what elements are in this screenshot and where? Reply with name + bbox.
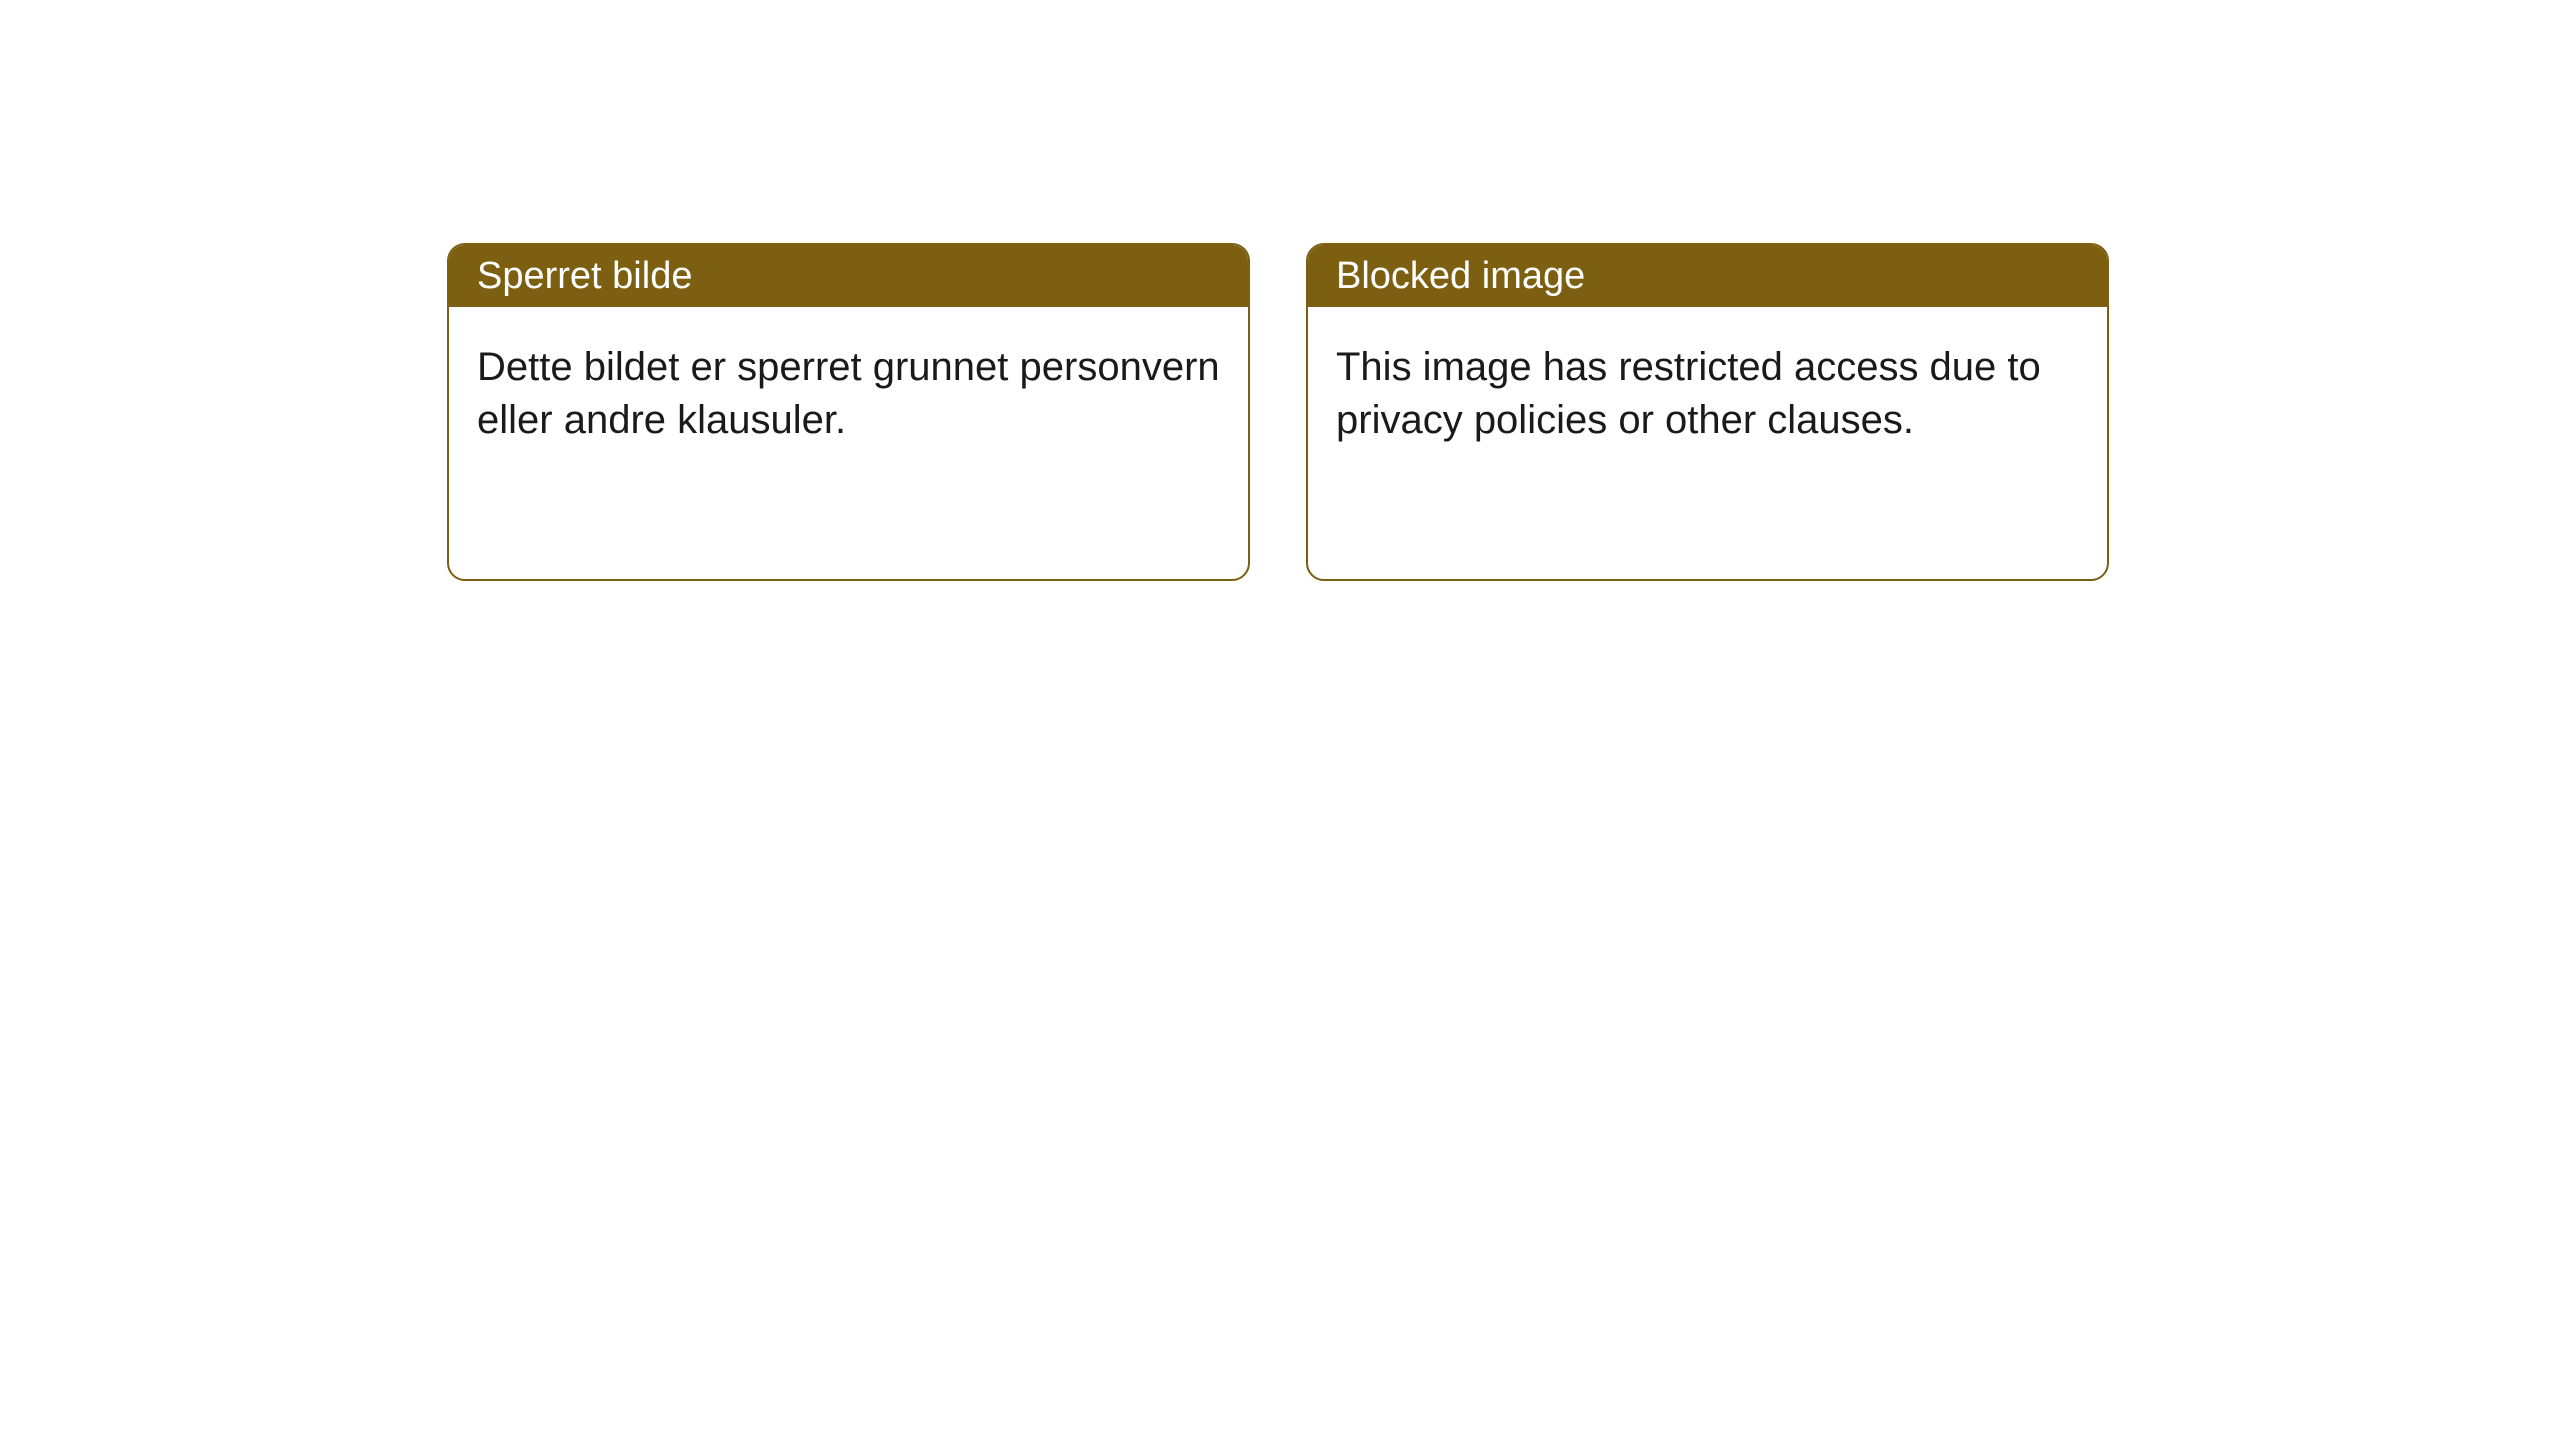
notice-text: Dette bildet er sperret grunnet personve… bbox=[477, 345, 1220, 442]
notice-title: Sperret bilde bbox=[477, 255, 692, 298]
notice-container: Sperret bilde Dette bildet er sperret gr… bbox=[0, 0, 2560, 581]
notice-header: Sperret bilde bbox=[449, 245, 1248, 307]
notice-box-norwegian: Sperret bilde Dette bildet er sperret gr… bbox=[447, 243, 1250, 581]
notice-body: Dette bildet er sperret grunnet personve… bbox=[449, 307, 1248, 481]
notice-box-english: Blocked image This image has restricted … bbox=[1306, 243, 2109, 581]
notice-title: Blocked image bbox=[1336, 255, 1585, 298]
notice-text: This image has restricted access due to … bbox=[1336, 345, 2041, 442]
notice-header: Blocked image bbox=[1308, 245, 2107, 307]
notice-body: This image has restricted access due to … bbox=[1308, 307, 2107, 481]
